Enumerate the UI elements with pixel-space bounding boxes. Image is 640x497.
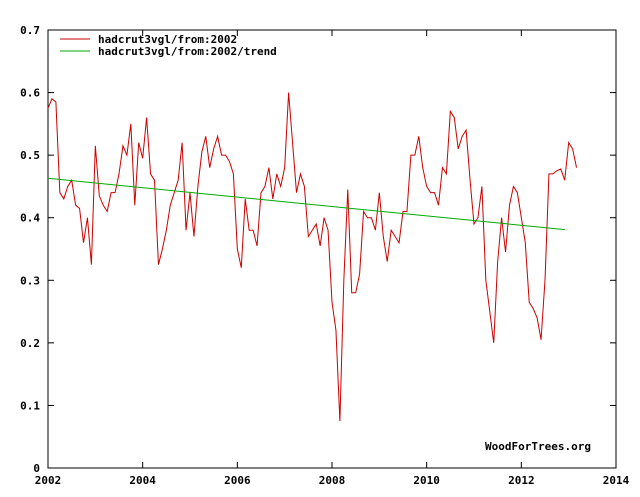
x-tick-label: 2006 xyxy=(224,474,251,487)
y-tick-label: 0.2 xyxy=(20,337,40,350)
x-tick-label: 2012 xyxy=(508,474,535,487)
legend-label-trend: hadcrut3vgl/from:2002/trend xyxy=(98,45,277,58)
x-tick-label: 2008 xyxy=(319,474,346,487)
y-tick-label: 0 xyxy=(33,462,40,475)
plot-area xyxy=(47,29,617,469)
y-tick-label: 0.1 xyxy=(20,399,40,412)
y-tick-label: 0.4 xyxy=(20,212,40,225)
series-layer xyxy=(47,92,578,422)
y-tick-label: 0.6 xyxy=(20,87,40,100)
y-tick-label: 0.7 xyxy=(20,24,40,37)
x-tick-label: 2014 xyxy=(603,474,630,487)
series-line-trend xyxy=(47,177,565,231)
legend-label-hadcrut3vgl: hadcrut3vgl/from:2002 xyxy=(98,33,237,46)
legend: hadcrut3vgl/from:2002 hadcrut3vgl/from:2… xyxy=(60,33,277,58)
x-tick-label: 2010 xyxy=(413,474,440,487)
x-tick-label: 2004 xyxy=(129,474,156,487)
credit-label: WoodForTrees.org xyxy=(485,440,591,453)
y-tick-label: 0.5 xyxy=(20,149,40,162)
y-tick-label: 0.3 xyxy=(20,274,40,287)
x-axis: 2002 2004 2006 2008 2010 2012 2014 xyxy=(35,30,630,487)
series-line-hadcrut3vgl xyxy=(47,92,578,422)
y-axis: 0 0.1 0.2 0.3 0.4 0.5 0.6 0.7 xyxy=(20,24,616,475)
x-tick-label: 2002 xyxy=(35,474,62,487)
